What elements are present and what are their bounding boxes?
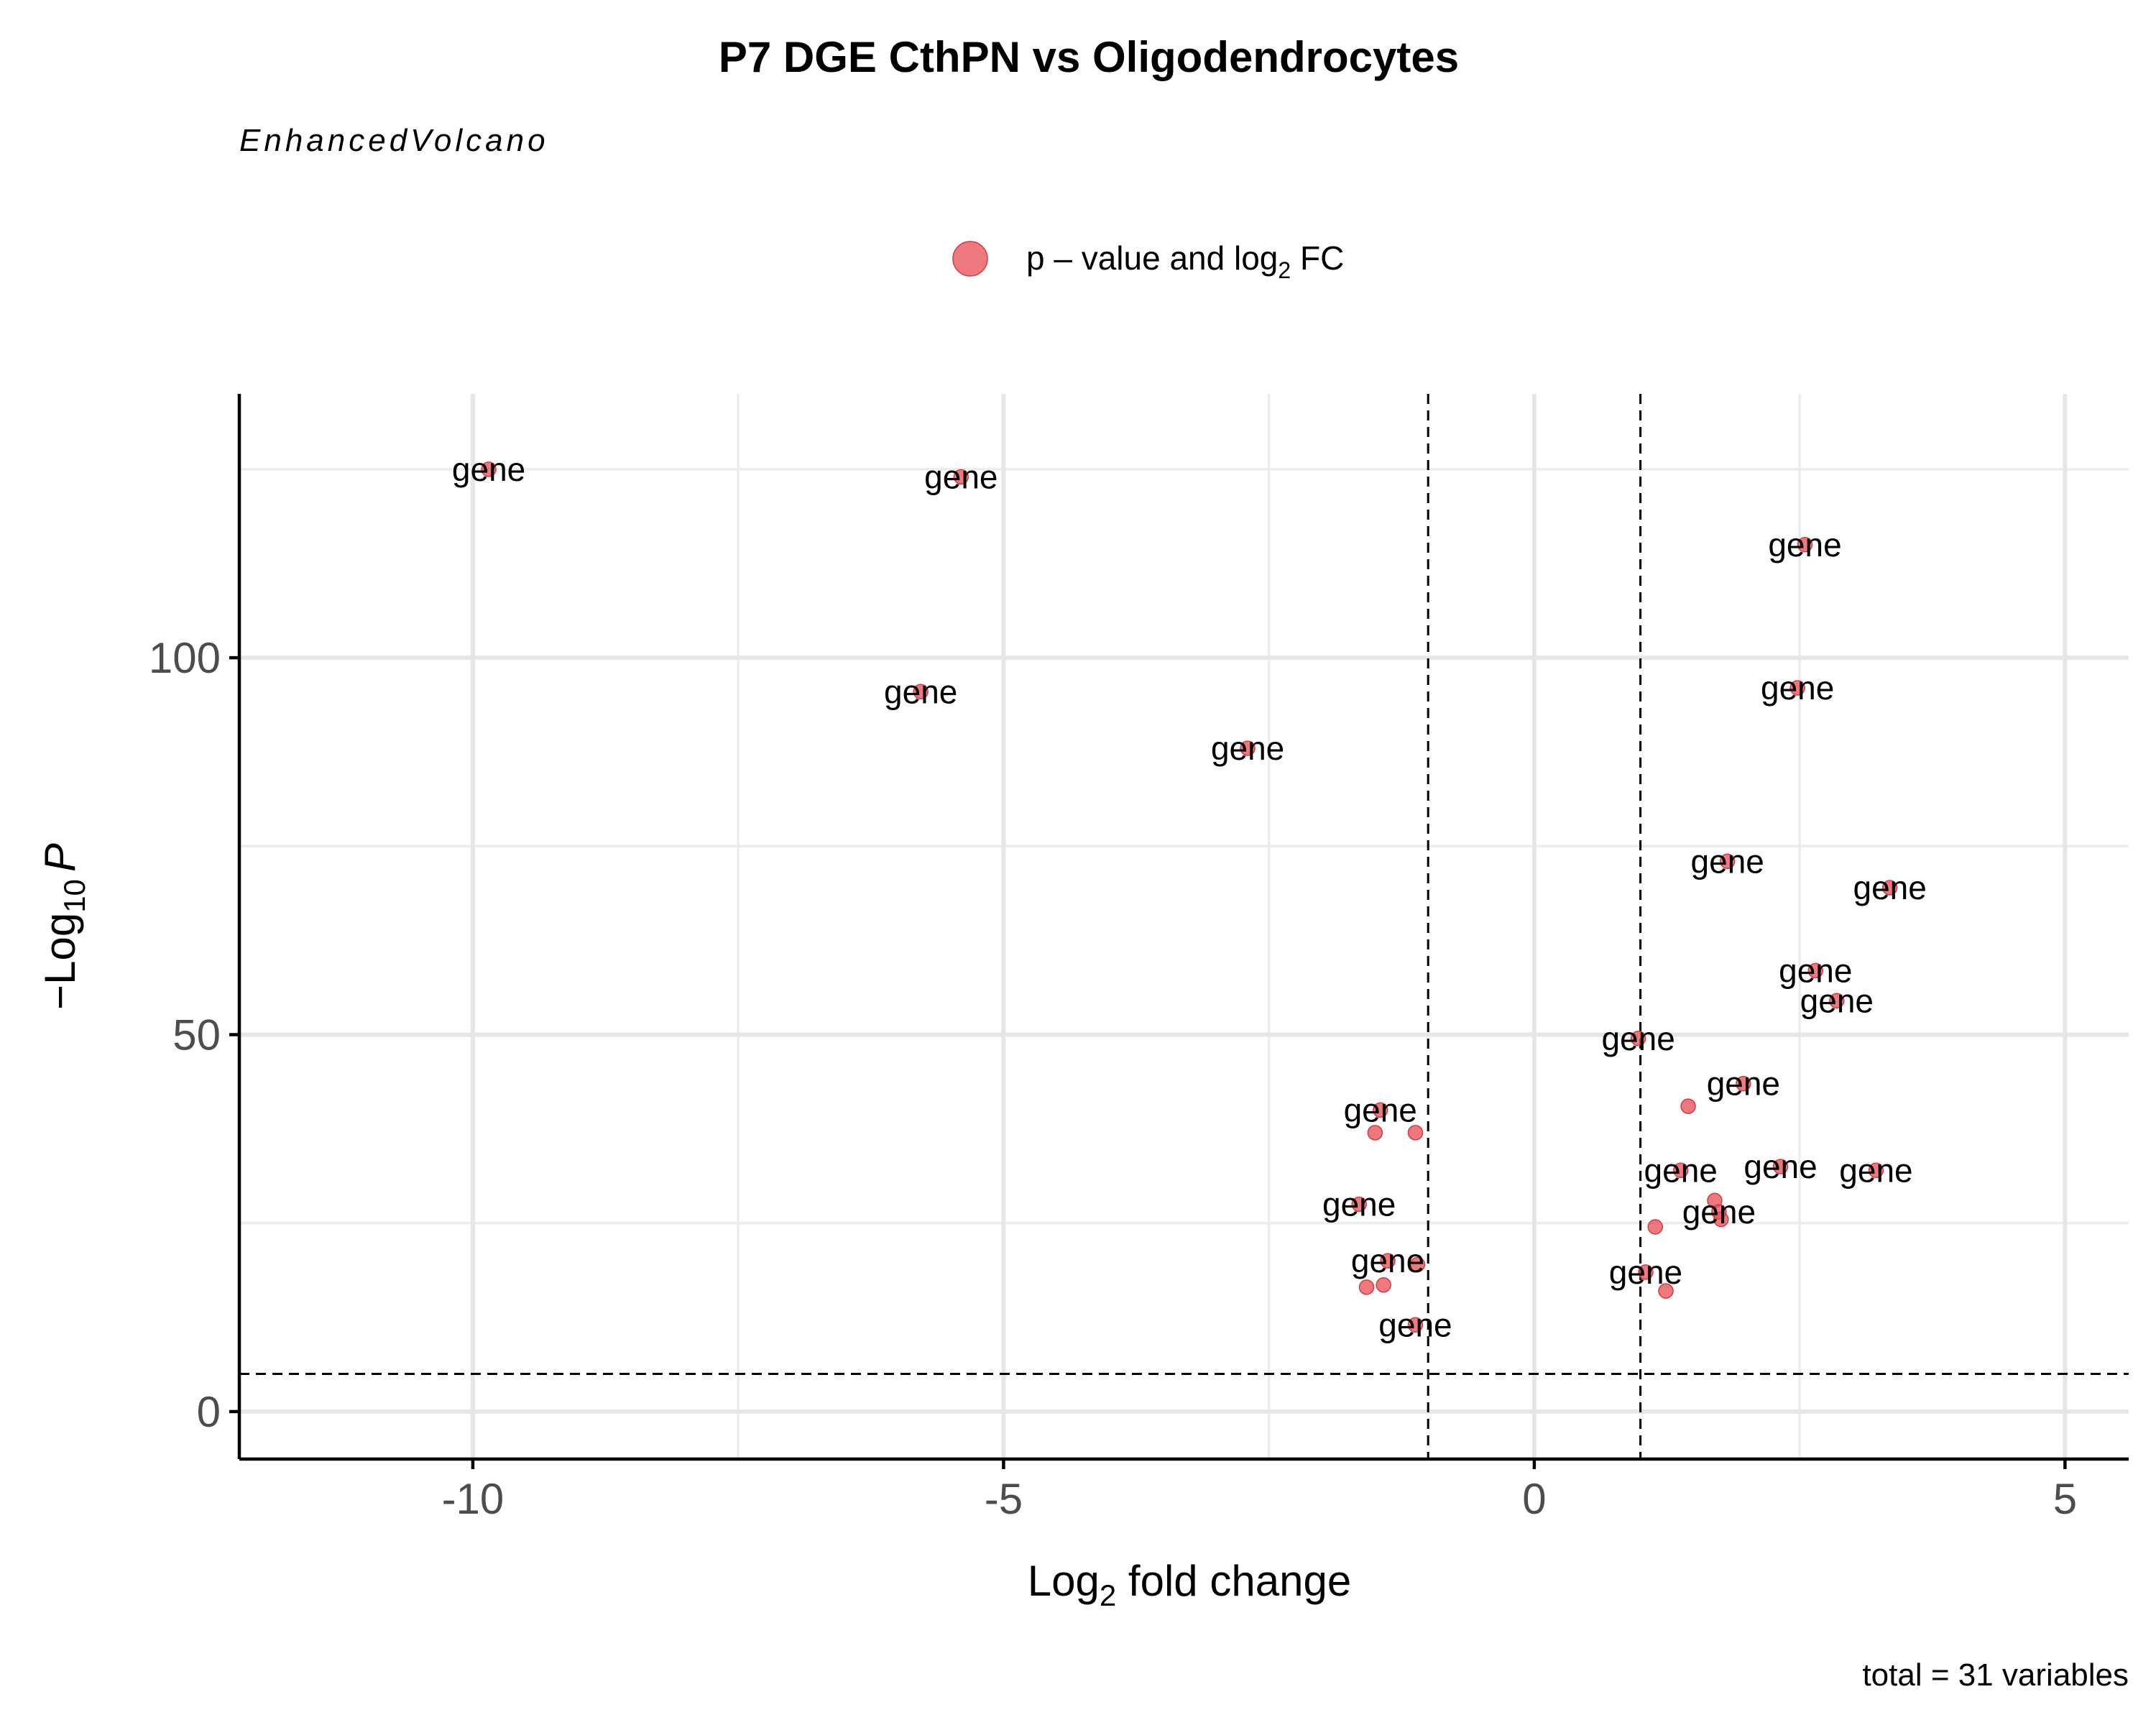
- point-label: gene: [1743, 1148, 1817, 1185]
- y-axis-title-sub: 10: [57, 879, 91, 913]
- point-label: gene: [1601, 1020, 1674, 1057]
- legend-label-sub: 2: [1278, 257, 1291, 283]
- data-point: [481, 461, 497, 477]
- data-point: [1719, 853, 1736, 870]
- x-tick-label: -5: [985, 1475, 1023, 1523]
- data-point: [1372, 1102, 1388, 1118]
- x-tick-label: -10: [442, 1475, 505, 1523]
- data-point: [953, 469, 969, 485]
- point-label: gene: [1344, 1091, 1417, 1128]
- chart-subtitle: EnhancedVolcano: [239, 123, 549, 158]
- data-point: [1789, 680, 1805, 696]
- point-label: gene: [1768, 526, 1841, 564]
- legend-label: p – value and log2 FC: [1026, 239, 1344, 283]
- point-label: gene: [1322, 1185, 1396, 1223]
- data-point: [1380, 1253, 1396, 1269]
- y-tick-label: 50: [172, 1011, 221, 1059]
- y-axis-title-italic: P: [36, 843, 84, 872]
- data-point: [1772, 1159, 1789, 1174]
- data-point: [1407, 1125, 1424, 1141]
- point-label: gene: [1211, 730, 1284, 767]
- x-axis-title-rest: fold change: [1116, 1557, 1351, 1605]
- data-point: [1829, 993, 1845, 1009]
- data-point: [1713, 1211, 1729, 1228]
- y-axis-ticks: 0 50 100: [149, 634, 239, 1436]
- data-point: [1647, 1219, 1664, 1235]
- data-point: [1376, 1276, 1391, 1293]
- data-points: [481, 461, 1898, 1333]
- data-point: [1797, 537, 1813, 553]
- x-tick-label: 5: [2053, 1475, 2077, 1523]
- data-point: [1630, 1031, 1646, 1046]
- point-label: gene: [1351, 1242, 1424, 1279]
- y-tick-label: 100: [149, 634, 221, 682]
- point-label: gene: [1378, 1306, 1452, 1343]
- legend-key: [952, 241, 988, 277]
- y-axis-title: −Log10 P: [36, 843, 91, 1010]
- point-label: gene: [1691, 842, 1764, 880]
- x-axis-ticks: -10 -5 0 5: [442, 1459, 2077, 1523]
- point-label: gene: [884, 673, 957, 710]
- point-label: gene: [1761, 669, 1834, 707]
- point-label: gene: [1707, 1065, 1780, 1103]
- data-point: [1409, 1256, 1426, 1273]
- data-point: [1240, 740, 1256, 756]
- y-tick-label: 0: [197, 1388, 221, 1436]
- data-point: [1407, 1317, 1424, 1333]
- point-labels: gene genegenegenegenegenegenegenegenegene…: [452, 451, 1927, 1343]
- data-point: [1672, 1162, 1689, 1179]
- x-axis-title-sub: 2: [1100, 1578, 1116, 1612]
- data-point: [913, 684, 929, 700]
- data-point: [1638, 1264, 1654, 1280]
- data-point: [1881, 880, 1898, 896]
- x-axis-title-base: Log: [1028, 1557, 1100, 1605]
- data-point: [1658, 1283, 1674, 1299]
- data-point: [1358, 1279, 1375, 1295]
- data-point: [1868, 1162, 1884, 1179]
- chart-caption: total = 31 variables: [1862, 1657, 2129, 1693]
- point-label: gene: [452, 451, 525, 488]
- legend-label-rest: FC: [1291, 239, 1344, 277]
- data-point: [1680, 1098, 1696, 1114]
- data-point: [1351, 1196, 1367, 1213]
- legend: p – value and log2 FC: [952, 239, 1344, 283]
- x-tick-label: 0: [1522, 1475, 1546, 1523]
- cutoff-lines: [239, 394, 2129, 1459]
- y-axis-title-prefix: −Log: [36, 913, 84, 1010]
- point-label: gene: [1800, 982, 1874, 1019]
- chart-title: P7 DGE CthPN vs Oligodendrocytes: [719, 33, 1459, 81]
- grid: [239, 394, 2129, 1459]
- point-label: gene: [1839, 1151, 1912, 1189]
- point-label: gene: [1682, 1193, 1756, 1230]
- x-axis-title: Log2 fold change: [1028, 1557, 1351, 1612]
- data-point: [1736, 1075, 1751, 1092]
- point-label: gene: [924, 458, 998, 495]
- point-label: gene: [1853, 869, 1927, 906]
- data-point: [1367, 1125, 1383, 1141]
- data-point: [1807, 962, 1824, 979]
- point-label: gene: [1779, 952, 1852, 989]
- legend-label-base: p – value and log: [1026, 239, 1278, 277]
- point-label: gene: [1609, 1254, 1682, 1291]
- point-label: gene: [1644, 1151, 1718, 1189]
